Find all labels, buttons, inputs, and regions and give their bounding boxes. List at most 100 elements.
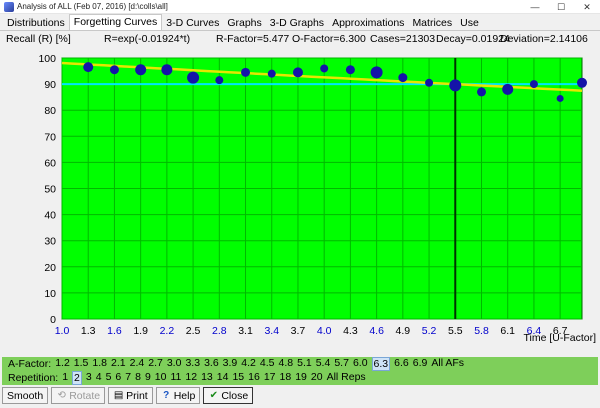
decay-text: Decay=0.01924 — [436, 33, 510, 45]
a-factor-option[interactable]: All AFs — [431, 357, 465, 369]
repetition-selector: Repetition: 1 2 3 4 5 6 7 8 9 10 11 12 13 14 15 16 17 18 1… — [2, 371, 598, 385]
a-factor-option[interactable]: 1.5 — [73, 357, 89, 369]
smooth-button[interactable]: Smooth — [2, 387, 49, 404]
repetition-option[interactable]: 15 — [232, 371, 245, 383]
y-tick-label: 10 — [44, 288, 56, 300]
x-tick-label: 3.1 — [238, 325, 253, 337]
repetition-option[interactable]: 5 — [105, 371, 112, 383]
x-tick-label: 5.8 — [474, 325, 489, 337]
minimize-button[interactable]: — — [530, 1, 540, 12]
data-point — [83, 62, 94, 73]
repetition-option[interactable]: 8 — [135, 371, 141, 383]
x-tick-label: 6.7 — [553, 325, 568, 337]
data-point — [425, 78, 434, 87]
repetition-option[interactable]: 6 — [115, 371, 122, 383]
tab-3d-curves[interactable]: 3-D Curves — [166, 17, 220, 29]
y-tick-label: 30 — [44, 236, 56, 248]
tab-3d-graphs[interactable]: 3-D Graphs — [269, 17, 325, 29]
close-label: Close — [221, 389, 249, 402]
x-tick-label: 5.2 — [422, 325, 437, 337]
data-point — [292, 67, 303, 78]
rotate-button[interactable]: ⟲ Rotate — [51, 387, 106, 404]
stats-bar: Recall (R) [%] R=exp(-0.01924*t) R-Facto… — [0, 33, 600, 47]
checkmark-icon: ✔ — [209, 390, 219, 401]
tab-distributions[interactable]: Distributions — [7, 17, 65, 29]
repetition-option[interactable]: 4 — [95, 371, 102, 383]
y-tick-label: 70 — [44, 131, 56, 143]
data-point — [398, 73, 408, 83]
help-label: Help — [173, 389, 196, 402]
a-factor-option[interactable]: 1.2 — [55, 357, 70, 369]
a-factor-option[interactable]: 6.3 — [371, 357, 391, 371]
a-factor-option[interactable]: 5.7 — [334, 357, 349, 369]
close-button[interactable]: ✔ Close — [203, 387, 254, 404]
tab-matrices[interactable]: Matrices — [412, 17, 453, 29]
tab-forgetting-curves[interactable]: Forgetting Curves — [68, 14, 163, 30]
a-factor-option[interactable]: 5.1 — [297, 357, 312, 369]
help-button[interactable]: ? Help — [155, 387, 201, 404]
tab-use[interactable]: Use — [460, 17, 479, 29]
repetition-option[interactable]: 19 — [295, 371, 307, 383]
data-point — [577, 77, 587, 88]
x-tick-label: 6.4 — [527, 325, 542, 337]
printer-icon: ▤ — [113, 390, 124, 401]
tab-approximations[interactable]: Approximations — [332, 17, 405, 29]
a-factor-option[interactable]: 5.4 — [315, 357, 331, 369]
data-point — [556, 94, 564, 102]
x-tick-label: 1.0 — [55, 325, 70, 337]
repetition-label: Repetition: — [8, 372, 59, 384]
repetition-option[interactable]: 3 — [85, 371, 92, 383]
repetition-option[interactable]: 18 — [279, 371, 292, 383]
repetition-option[interactable]: 2 — [72, 371, 82, 385]
app-icon — [4, 1, 14, 12]
a-factor-option[interactable]: 6.0 — [352, 357, 368, 369]
repetition-option[interactable]: 12 — [185, 371, 198, 383]
a-factor-option[interactable]: 3.3 — [185, 357, 201, 369]
a-factor-option[interactable]: 4.5 — [259, 357, 275, 369]
print-button[interactable]: ▤ Print — [108, 387, 153, 404]
repetition-option[interactable]: 14 — [216, 371, 229, 383]
repetition-option[interactable]: 10 — [154, 371, 167, 383]
close-window-button[interactable]: ✕ — [583, 1, 591, 12]
repetition-option[interactable]: 13 — [201, 371, 213, 383]
a-factor-option[interactable]: 6.6 — [394, 357, 409, 369]
x-tick-label: 2.5 — [186, 325, 201, 337]
a-factor-option[interactable]: 3.0 — [166, 357, 182, 369]
data-point — [187, 71, 200, 84]
repetition-option[interactable]: 7 — [125, 371, 132, 383]
rotate-icon: ⟲ — [57, 390, 66, 401]
a-factor-option[interactable]: 6.9 — [412, 357, 428, 369]
a-factor-option[interactable]: 2.7 — [148, 357, 163, 369]
repetition-option[interactable]: 17 — [263, 371, 276, 383]
smooth-label: Smooth — [7, 389, 44, 402]
y-tick-label: 50 — [44, 184, 56, 196]
repetition-option[interactable]: 9 — [144, 371, 151, 383]
x-tick-label: 4.9 — [396, 325, 411, 337]
x-tick-label: 4.3 — [343, 325, 358, 337]
data-point — [502, 83, 514, 95]
x-axis-label: Time [U-Factor] — [523, 332, 596, 344]
y-tick-label: 90 — [44, 79, 56, 91]
repetition-option[interactable]: 1 — [62, 371, 69, 383]
x-tick-label: 4.0 — [317, 325, 332, 337]
y-tick-label: 60 — [44, 157, 56, 169]
tab-graphs[interactable]: Graphs — [227, 17, 262, 29]
repetition-option[interactable]: All Reps — [326, 371, 366, 383]
data-point — [345, 65, 355, 75]
a-factor-option[interactable]: 1.8 — [92, 357, 108, 369]
repetition-option[interactable]: 20 — [310, 371, 323, 383]
a-factor-option[interactable]: 4.8 — [278, 357, 294, 369]
a-factor-option[interactable]: 4.2 — [241, 357, 256, 369]
maximize-button[interactable]: ☐ — [556, 1, 566, 12]
repetition-option[interactable]: 16 — [248, 371, 260, 383]
print-label: Print — [126, 389, 148, 402]
a-factor-label: A-Factor: — [8, 358, 52, 370]
a-factor-option[interactable]: 2.1 — [111, 357, 126, 369]
a-factor-option[interactable]: 3.6 — [204, 357, 219, 369]
data-point — [267, 69, 276, 78]
repetition-option[interactable]: 11 — [170, 371, 182, 383]
a-factor-option[interactable]: 2.4 — [129, 357, 145, 369]
y-tick-label: 0 — [50, 314, 56, 326]
a-factor-option[interactable]: 3.9 — [222, 357, 238, 369]
data-point — [476, 87, 486, 97]
